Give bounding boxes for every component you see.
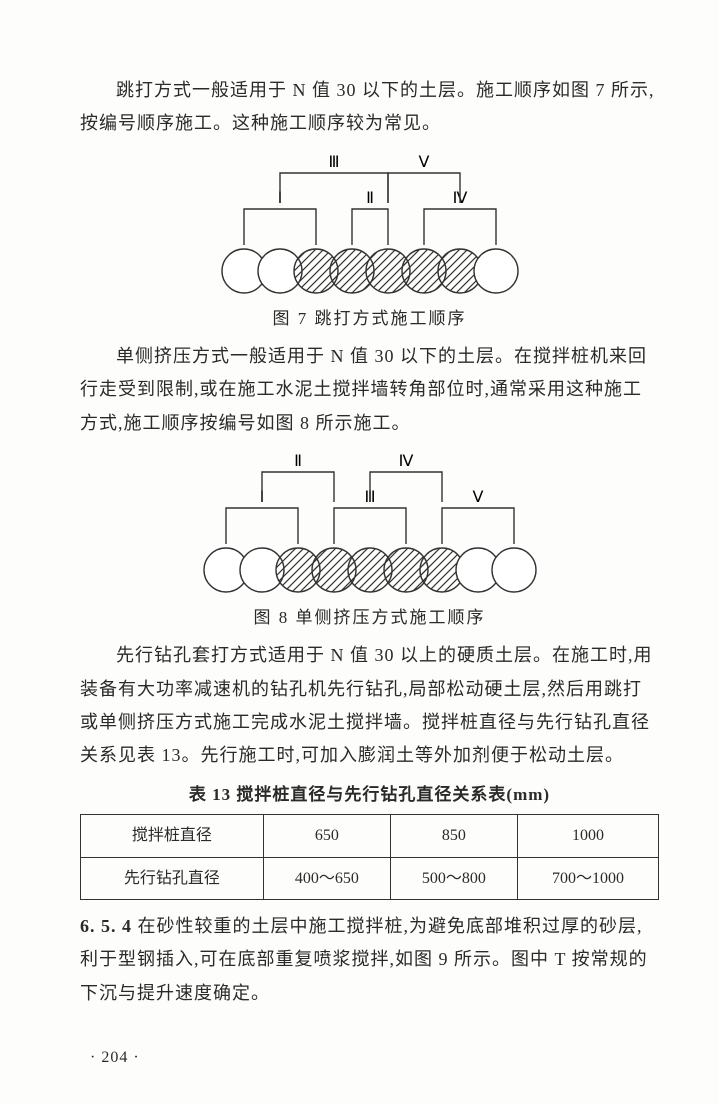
svg-text:Ⅳ: Ⅳ: [398, 453, 413, 470]
cell: 1000: [517, 814, 658, 857]
cell: 400～650: [263, 857, 390, 900]
page: 跳打方式一般适用于 N 值 30 以下的土层。施工顺序如图 7 所示,按编号顺序…: [0, 0, 719, 1105]
section-text: 在砂性较重的土层中施工搅拌桩,为避免底部堆积过厚的砂层,利于型钢插入,可在底部重…: [80, 916, 648, 1003]
table-row: 搅拌桩直径 650 850 1000: [81, 814, 659, 857]
cell: 500～800: [390, 857, 517, 900]
table-13-caption: 表 13 搅拌桩直径与先行钻孔直径关系表(mm): [80, 779, 659, 810]
figure-8-svg: ⅠⅢⅤⅡⅣ: [170, 450, 570, 600]
paragraph-1: 跳打方式一般适用于 N 值 30 以下的土层。施工顺序如图 7 所示,按编号顺序…: [80, 74, 659, 141]
svg-text:Ⅲ: Ⅲ: [328, 154, 339, 171]
paragraph-2: 单侧挤压方式一般适用于 N 值 30 以下的土层。在搅拌桩机来回行走受到限制,或…: [80, 340, 659, 440]
row-header-2: 先行钻孔直径: [81, 857, 264, 900]
figure-8: ⅠⅢⅤⅡⅣ 图 8 单侧挤压方式施工顺序: [80, 450, 659, 633]
figure-7: ⅠⅡⅣⅢⅤ 图 7 跳打方式施工顺序: [80, 151, 659, 334]
table-row: 先行钻孔直径 400～650 500～800 700～1000: [81, 857, 659, 900]
paragraph-3: 先行钻孔套打方式适用于 N 值 30 以上的硬质土层。在施工时,用装备有大功率减…: [80, 639, 659, 772]
figure-8-caption: 图 8 单侧挤压方式施工顺序: [254, 602, 486, 633]
row-header-1: 搅拌桩直径: [81, 814, 264, 857]
cell: 850: [390, 814, 517, 857]
table-13: 搅拌桩直径 650 850 1000 先行钻孔直径 400～650 500～80…: [80, 814, 659, 900]
figure-7-svg: ⅠⅡⅣⅢⅤ: [190, 151, 550, 301]
svg-text:Ⅴ: Ⅴ: [418, 154, 429, 171]
page-number: · 204 ·: [90, 1043, 140, 1073]
svg-text:Ⅱ: Ⅱ: [366, 190, 374, 207]
cell: 700～1000: [517, 857, 658, 900]
cell: 650: [263, 814, 390, 857]
section-6-5-4: 6. 5. 4 在砂性较重的土层中施工搅拌桩,为避免底部堆积过厚的砂层,利于型钢…: [80, 910, 659, 1010]
section-number: 6. 5. 4: [80, 916, 132, 936]
svg-text:Ⅴ: Ⅴ: [472, 489, 483, 506]
svg-text:Ⅱ: Ⅱ: [294, 453, 302, 470]
figure-7-caption: 图 7 跳打方式施工顺序: [273, 303, 467, 334]
